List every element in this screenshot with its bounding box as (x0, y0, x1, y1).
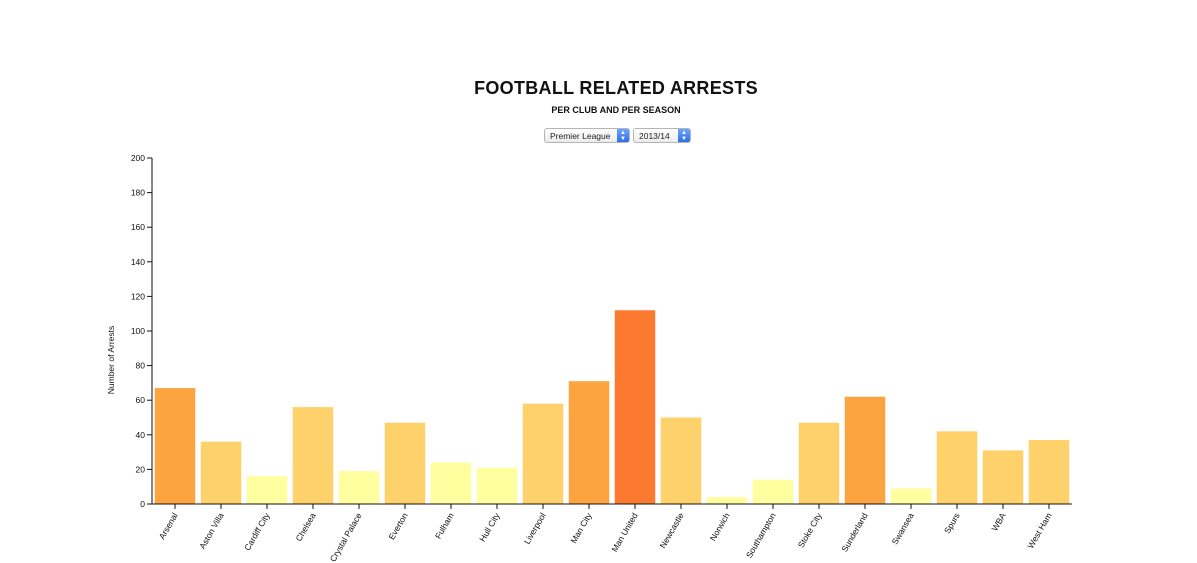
bar-wba[interactable] (982, 450, 1024, 504)
chart-subtitle: PER CLUB AND PER SEASON (551, 105, 681, 115)
bar-man-united[interactable] (614, 310, 656, 504)
season-select[interactable]: 2013/14 ▲ ▼ (633, 128, 691, 143)
y-tick-label: 200 (131, 153, 145, 163)
x-tick-label: Cardiff City (242, 510, 272, 552)
bar-chelsea[interactable] (292, 407, 334, 504)
bar-fulham[interactable] (430, 462, 472, 504)
y-axis: 0 20 40 60 80 100 120 140 160 180 200 (131, 153, 153, 509)
bar-spurs[interactable] (936, 431, 978, 504)
x-tick-label: Man City (568, 510, 594, 545)
league-select[interactable]: Premier League ▲ ▼ (544, 128, 630, 143)
bar-crystal-palace[interactable] (338, 471, 380, 504)
y-axis-label: Number of Arrests (106, 326, 116, 395)
x-tick-label: Hull City (477, 510, 502, 543)
bar-west-ham[interactable] (1028, 439, 1070, 504)
y-tick-label: 120 (131, 291, 145, 301)
x-tick-label: Southampton (744, 511, 778, 560)
season-select-value: 2013/14 (639, 131, 670, 141)
y-tick-label: 100 (131, 326, 145, 336)
y-tick-label: 0 (140, 499, 145, 509)
bar-man-city[interactable] (568, 381, 610, 504)
x-tick-label: Aston Villa (197, 511, 226, 551)
x-tick-label: Swansea (890, 511, 916, 547)
chevron-up-down-icon: ▲ ▼ (678, 129, 690, 142)
y-tick-label: 20 (136, 464, 146, 474)
bar-arsenal[interactable] (154, 388, 196, 504)
x-tick-label: Chelsea (293, 511, 317, 543)
y-tick-label: 160 (131, 222, 145, 232)
bar-liverpool[interactable] (522, 403, 564, 504)
x-axis: Arsenal Aston Villa Cardiff City Chelsea Cry… (152, 503, 1072, 563)
y-tick-label: 140 (131, 257, 145, 267)
bars (154, 310, 1070, 505)
x-tick-label: Sunderland (839, 511, 870, 554)
x-tick-label: Newcastle (657, 511, 685, 550)
x-tick-label: Man United (609, 511, 640, 554)
chevron-up-down-icon: ▲ ▼ (617, 129, 629, 142)
bar-cardiff-city[interactable] (246, 476, 288, 504)
bar-everton[interactable] (384, 422, 426, 504)
x-tick-label: Spurs (942, 511, 962, 535)
x-tick-label: Stoke City (796, 510, 824, 549)
x-tick-label: Norwich (708, 511, 732, 543)
x-tick-label: Crystal Palace (328, 511, 364, 563)
y-tick-label: 40 (136, 430, 146, 440)
bar-hull-city[interactable] (476, 467, 518, 504)
y-tick-label: 60 (136, 395, 146, 405)
x-tick-label: WBA (989, 511, 1008, 533)
x-tick-label: West Ham (1025, 511, 1053, 550)
bar-aston-villa[interactable] (200, 441, 242, 504)
bar-norwich[interactable] (706, 497, 748, 504)
chart-title: FOOTBALL RELATED ARRESTS (474, 78, 758, 98)
bar-stoke-city[interactable] (798, 422, 840, 504)
y-tick-label: 180 (131, 188, 145, 198)
x-tick-label: Fulham (433, 511, 456, 541)
bar-newcastle[interactable] (660, 417, 702, 505)
bar-sunderland[interactable] (844, 396, 886, 504)
x-tick-label: Liverpool (522, 511, 548, 546)
bar-southampton[interactable] (752, 479, 794, 504)
x-tick-label: Arsenal (157, 511, 180, 541)
x-tick-label: Everton (386, 511, 409, 542)
bar-swansea[interactable] (890, 488, 932, 504)
y-tick-label: 80 (136, 361, 146, 371)
filter-controls: Premier League ▲ ▼ 2013/14 ▲ ▼ (544, 128, 691, 143)
league-select-value: Premier League (550, 131, 611, 141)
